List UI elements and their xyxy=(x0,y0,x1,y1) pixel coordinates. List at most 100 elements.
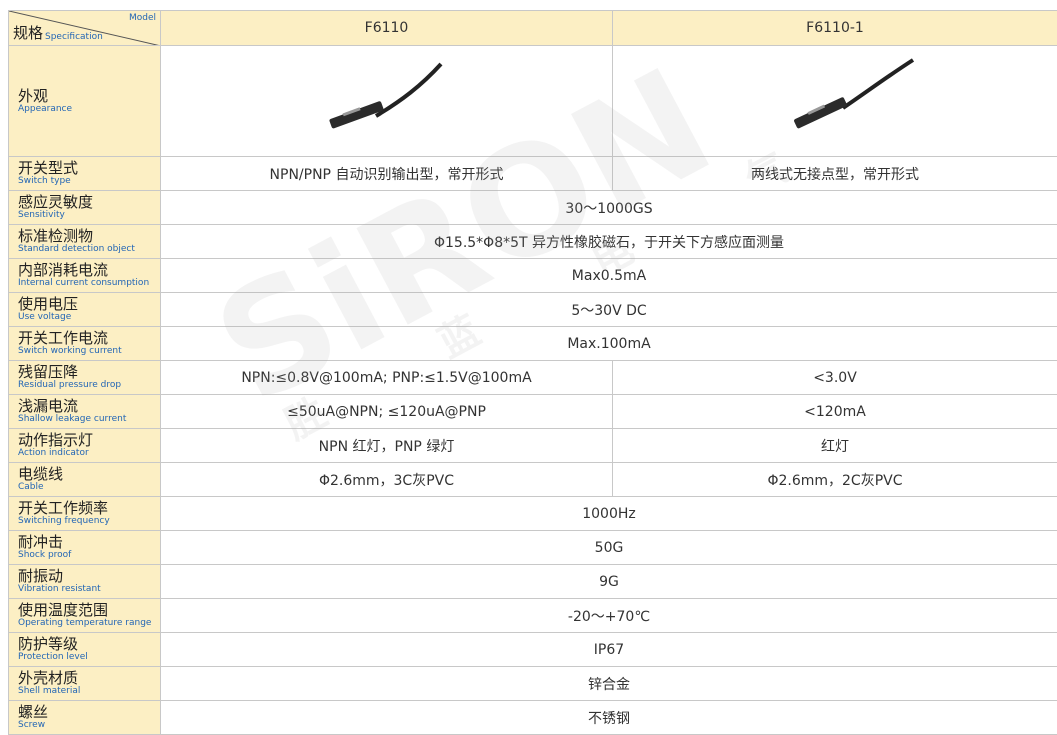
label-en: Vibration resistant xyxy=(18,585,160,594)
spec-value: Φ2.6mm，2C灰PVC xyxy=(613,463,1057,497)
label-en: Switching frequency xyxy=(18,517,160,526)
spec-value: 9G xyxy=(161,565,1057,599)
label-en: Sensitivity xyxy=(18,211,160,220)
product-image xyxy=(161,46,613,152)
spec-value: Φ2.6mm，3C灰PVC xyxy=(161,463,613,497)
header-row: Model 规格 Specification F6110 F6110-1 xyxy=(9,11,1057,46)
product-image-cell xyxy=(613,46,1057,157)
label-en: Action indicator xyxy=(18,449,160,458)
label-en: Shock proof xyxy=(18,551,160,560)
label-cn: 感应灵敏度 xyxy=(18,195,160,210)
spec-value: Φ15.5*Φ8*5T 异方性橡胶磁石，于开关下方感应面测量 xyxy=(161,225,1057,259)
spec-value: 不锈钢 xyxy=(161,701,1057,735)
spec-value: 锌合金 xyxy=(161,667,1057,701)
label-en: Cable xyxy=(18,483,160,492)
label-cn: 耐冲击 xyxy=(18,535,160,550)
label-cn: 防护等级 xyxy=(18,637,160,652)
label-en: Screw xyxy=(18,721,160,730)
label-en: Shallow leakage current xyxy=(18,415,160,424)
spec-value: NPN/PNP 自动识别输出型，常开形式 xyxy=(161,157,613,191)
spec-value: 30～1000GS xyxy=(161,191,1057,225)
model-en: Model xyxy=(129,13,156,23)
product-image-cell xyxy=(161,46,613,157)
label-en: Standard detection object xyxy=(18,245,160,254)
spec-value: 5～30V DC xyxy=(161,293,1057,327)
spec-value: Max.100mA xyxy=(161,327,1057,361)
label-cn: 外壳材质 xyxy=(18,671,160,686)
label-cn: 外观 xyxy=(18,89,160,104)
column-header: F6110-1 xyxy=(613,11,1057,46)
spec-value: IP67 xyxy=(161,633,1057,667)
spec-value: NPN 红灯，PNP 绿灯 xyxy=(161,429,613,463)
spec-cn: 规格 xyxy=(13,22,43,43)
spec-value: ≤50uA@NPN; ≤120uA@PNP xyxy=(161,395,613,429)
label-en: Use voltage xyxy=(18,313,160,322)
label-cn: 使用温度范围 xyxy=(18,603,160,618)
label-en: Shell material xyxy=(18,687,160,696)
label-cn: 内部消耗电流 xyxy=(18,263,160,278)
label-cn: 动作指示灯 xyxy=(18,433,160,448)
label-cn: 开关工作电流 xyxy=(18,331,160,346)
spec-value: 两线式无接点型，常开形式 xyxy=(613,157,1057,191)
label-en: Appearance xyxy=(18,105,160,114)
spec-value: 红灯 xyxy=(613,429,1057,463)
spec-value: <120mA xyxy=(613,395,1057,429)
label-cn: 开关型式 xyxy=(18,161,160,176)
label-en: Protection level xyxy=(18,653,160,662)
label-cn: 螺丝 xyxy=(18,705,160,720)
label-cn: 浅漏电流 xyxy=(18,399,160,414)
spec-en: Specification xyxy=(45,32,103,42)
label-cn: 电缆线 xyxy=(18,467,160,482)
label-en: Switch working current xyxy=(18,347,160,356)
corner-cell: Model 规格 Specification xyxy=(9,11,161,46)
spec-value: -20～+70℃ xyxy=(161,599,1057,633)
label-en: Operating temperature range xyxy=(18,619,160,628)
label-cn: 使用电压 xyxy=(18,297,160,312)
spec-value: 50G xyxy=(161,531,1057,565)
product-image xyxy=(613,46,1057,152)
label-cn: 残留压降 xyxy=(18,365,160,380)
label-en: Internal current consumption xyxy=(18,279,160,288)
spec-value: NPN:≤0.8V@100mA; PNP:≤1.5V@100mA xyxy=(161,361,613,395)
label-en: Residual pressure drop xyxy=(18,381,160,390)
column-header: F6110 xyxy=(161,11,613,46)
label-cn: 耐振动 xyxy=(18,569,160,584)
spec-value: <3.0V xyxy=(613,361,1057,395)
label-cn: 开关工作频率 xyxy=(18,501,160,516)
